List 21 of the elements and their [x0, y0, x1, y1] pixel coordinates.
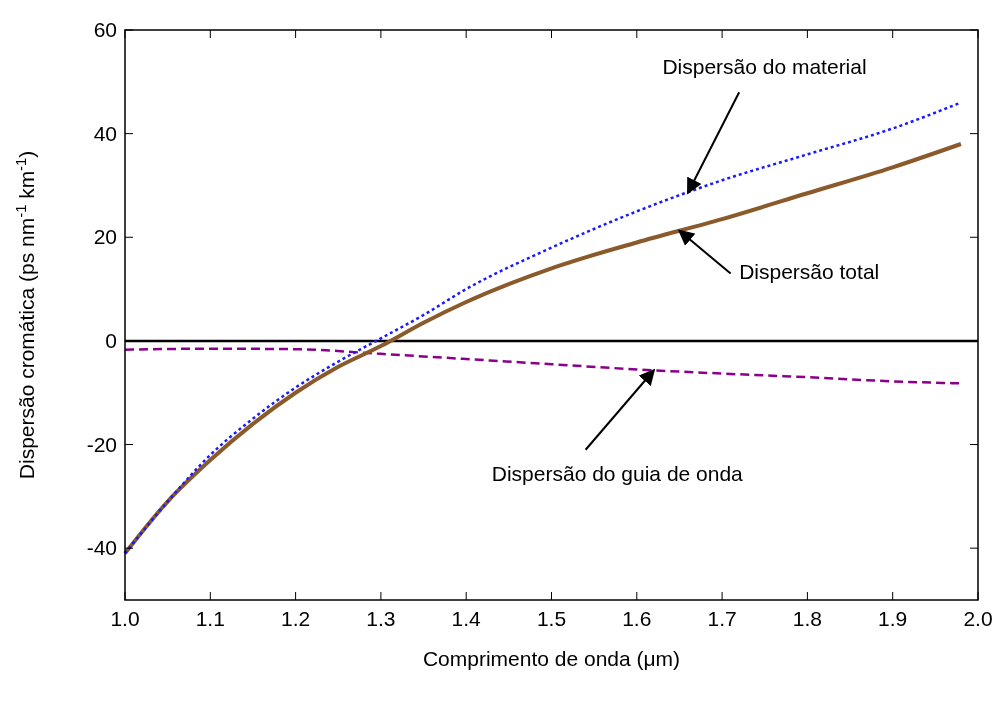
y-tick-label: -40 [86, 536, 117, 560]
x-tick-label: 1.9 [878, 607, 908, 630]
x-tick-label: 1.2 [281, 607, 311, 630]
y-tick-label: 0 [105, 328, 117, 352]
x-tick-label: 1.0 [110, 607, 140, 630]
y-tick-label: 20 [93, 225, 117, 249]
x-tick-label: 1.4 [451, 607, 482, 630]
x-tick-label: 1.3 [366, 607, 396, 630]
x-tick-label: 1.8 [792, 607, 822, 630]
x-tick-label: 1.6 [622, 607, 652, 630]
text: Dispersão do material [662, 55, 867, 79]
y-tick-label: -20 [86, 432, 117, 456]
y-tick-label: 40 [93, 121, 117, 145]
x-axis-title: Comprimento de onda (μm) [422, 647, 681, 670]
y-tick-label: 60 [93, 18, 117, 41]
x-tick-label: 1.7 [707, 607, 737, 630]
x-tick-label: 2.0 [963, 607, 993, 630]
text: Dispersão total [739, 259, 880, 283]
x-tick-label: 1.1 [195, 607, 225, 630]
x-tick-label: 1.5 [536, 607, 567, 630]
text: Dispersão do guia de onda [491, 461, 744, 485]
